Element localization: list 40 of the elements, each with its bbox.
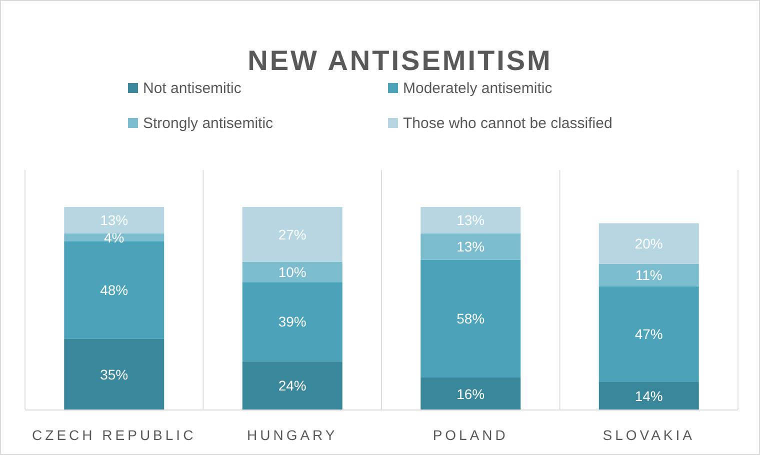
- bar: [598, 264, 699, 286]
- data-label: 47%: [634, 326, 663, 342]
- bar: [420, 260, 521, 378]
- data-label: 58%: [456, 310, 485, 327]
- x-tick-label: HUNGARY: [246, 427, 338, 443]
- bar: [64, 207, 164, 234]
- data-label: 16%: [456, 386, 485, 402]
- chart-title: NEW ANTISEMITISM: [248, 45, 552, 76]
- bar: [598, 286, 699, 382]
- bar: [64, 338, 164, 410]
- bar: [598, 223, 699, 264]
- x-tick-label: POLAND: [432, 427, 508, 443]
- bar: [420, 233, 521, 260]
- data-label: 27%: [278, 226, 306, 242]
- bar: [242, 282, 342, 362]
- x-tick-label: CZECH REPUBLIC: [32, 427, 196, 443]
- bar: [242, 207, 342, 262]
- data-label: 4%: [104, 229, 124, 246]
- data-label: 39%: [278, 314, 306, 330]
- data-label: 13%: [456, 238, 485, 255]
- data-label: 10%: [278, 264, 306, 280]
- data-label: 11%: [635, 267, 662, 284]
- bar: [420, 378, 521, 410]
- legend-label: Moderately antisemitic: [403, 80, 553, 97]
- legend-label: Not antisemitic: [143, 80, 242, 97]
- data-label: 48%: [100, 282, 128, 298]
- bar: [242, 361, 342, 410]
- data-label: 13%: [100, 212, 128, 228]
- data-label: 20%: [634, 236, 663, 252]
- data-label: 35%: [100, 366, 128, 382]
- data-label: 24%: [278, 378, 306, 394]
- bar: [420, 207, 521, 234]
- x-tick-label: SLOVAKIA: [602, 427, 695, 443]
- legend-label: Strongly antisemitic: [143, 115, 274, 132]
- data-label: 14%: [634, 388, 663, 404]
- bar: [64, 242, 164, 339]
- data-label: 13%: [456, 212, 485, 228]
- legend-label: Those who cannot be classified: [403, 115, 612, 132]
- bar: [598, 382, 699, 410]
- bar: [242, 262, 342, 282]
